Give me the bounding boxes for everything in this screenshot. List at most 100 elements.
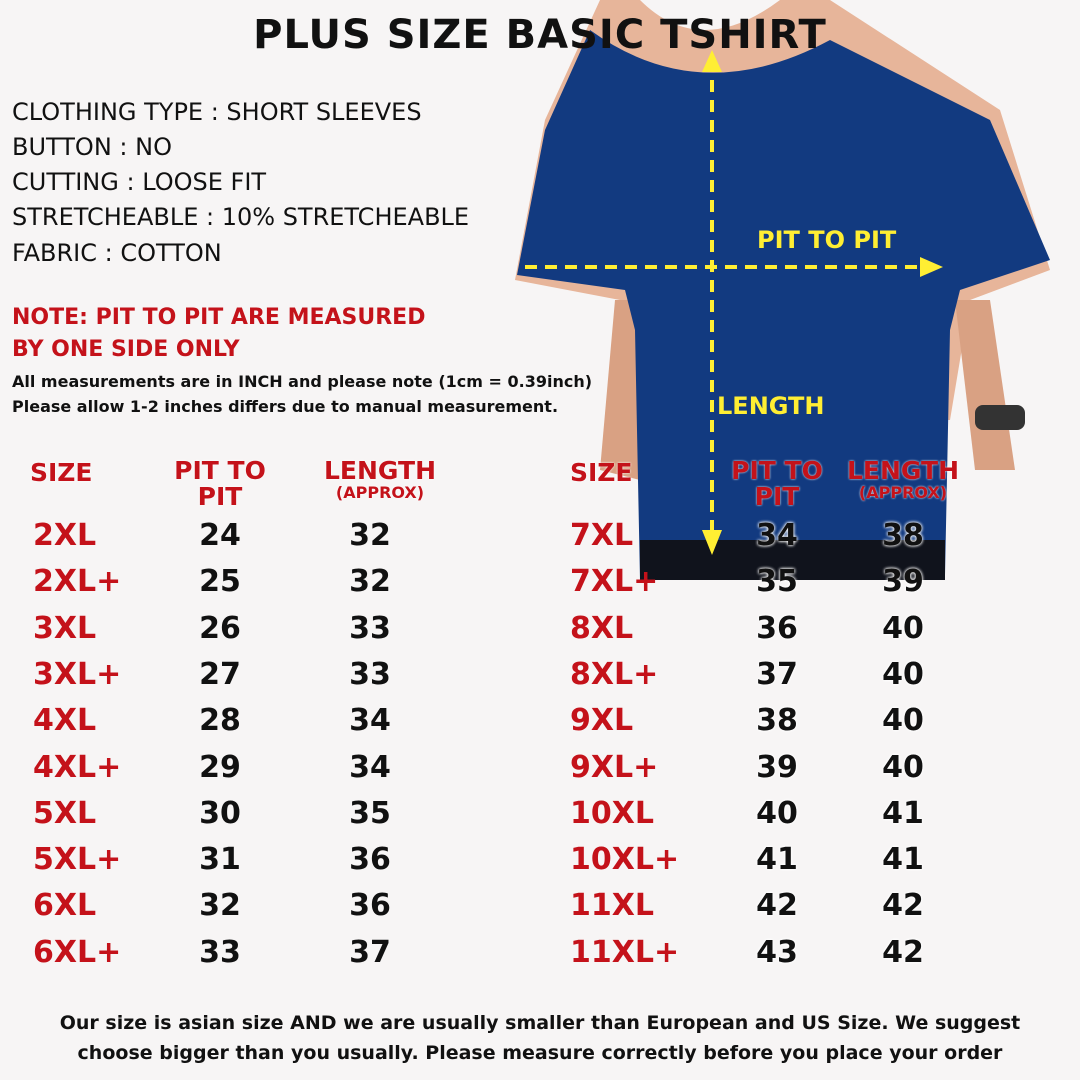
header-pit-right: PIT TO PIT [717, 458, 837, 510]
length-value: 36 [349, 842, 391, 878]
pit-value: 33 [199, 934, 241, 970]
header-length-text: LENGTH [324, 456, 436, 485]
size-label: 7XL+ [570, 564, 659, 600]
size-row: 10XL+ 41 41 [0, 842, 1080, 882]
size-label: 9XL+ [570, 749, 659, 785]
size-row: 6XL 32 36 [0, 888, 1080, 928]
size-label: 3XL+ [33, 656, 122, 692]
size-row: 10XL 40 41 [0, 796, 1080, 836]
size-label: 4XL+ [33, 749, 122, 785]
size-label: 2XL+ [33, 564, 122, 600]
header-pit-text: PIT TO [174, 456, 266, 485]
size-row: 6XL+ 33 37 [0, 935, 1080, 975]
pit-value: 24 [199, 518, 241, 553]
header-approx-text: (APPROX) [335, 483, 425, 502]
size-row: 8XL+ 37 40 [0, 657, 1080, 697]
spec-button: BUTTON : NO [12, 133, 172, 161]
length-value: 40 [882, 656, 924, 692]
length-value: 36 [349, 888, 391, 924]
pit-to-pit-label: PIT TO PIT [757, 226, 897, 254]
pit-value: 29 [199, 749, 241, 785]
length-value: 32 [349, 564, 391, 600]
length-value: 40 [882, 703, 924, 739]
header-pit-text: PIT TO [731, 456, 823, 485]
length-value: 38 [882, 518, 924, 553]
size-row: 5XL 30 35 [0, 796, 1080, 836]
pit-arrowhead-icon [920, 257, 943, 277]
pit-value: 32 [199, 888, 241, 924]
size-label: 6XL [33, 888, 97, 924]
size-label: 4XL [33, 703, 97, 739]
length-value: 37 [349, 934, 391, 970]
header-pit-left: PIT TO PIT [160, 458, 280, 510]
size-row: 11XL+ 43 42 [0, 935, 1080, 975]
size-label: 10XL [570, 795, 654, 831]
size-row: 7XL 34 38 [0, 518, 1080, 558]
length-value: 39 [882, 564, 924, 600]
size-row: 3XL 26 33 [0, 611, 1080, 651]
pit-value: 35 [756, 564, 798, 600]
pit-value: 28 [199, 703, 241, 739]
length-label: LENGTH [717, 392, 825, 420]
header-pit-text-2: PIT [754, 482, 800, 511]
note-line-1: NOTE: PIT TO PIT ARE MEASURED [12, 305, 426, 330]
length-value: 40 [882, 610, 924, 646]
pit-value: 31 [199, 842, 241, 878]
size-label: 8XL [570, 610, 634, 646]
header-approx-text: (APPROX) [858, 483, 948, 502]
pit-value: 36 [756, 610, 798, 646]
length-value: 35 [349, 795, 391, 831]
length-value: 40 [882, 749, 924, 785]
pit-value: 37 [756, 656, 798, 692]
footer-note: Our size is asian size AND we are usuall… [0, 1008, 1080, 1068]
size-row: 2XL+ 25 32 [0, 564, 1080, 604]
size-row: 7XL+ 35 39 [0, 564, 1080, 604]
length-value: 42 [882, 888, 924, 924]
size-label: 11XL+ [570, 934, 680, 970]
info-line-1: All measurements are in INCH and please … [12, 372, 593, 391]
pit-value: 41 [756, 842, 798, 878]
size-label: 9XL [570, 703, 634, 739]
size-row: 4XL+ 29 34 [0, 750, 1080, 790]
pit-value: 39 [756, 749, 798, 785]
header-size-left: SIZE [30, 458, 93, 487]
size-row: 9XL+ 39 40 [0, 750, 1080, 790]
header-length-text: LENGTH [847, 456, 959, 485]
pit-value: 25 [199, 564, 241, 600]
size-row: 3XL+ 27 33 [0, 657, 1080, 697]
header-length-left: LENGTH (APPROX) [310, 458, 450, 502]
pit-value: 42 [756, 888, 798, 924]
pit-value: 34 [756, 518, 798, 553]
info-line-2: Please allow 1-2 inches differs due to m… [12, 397, 559, 416]
length-value: 33 [349, 610, 391, 646]
size-row: 11XL 42 42 [0, 888, 1080, 928]
length-value: 34 [349, 749, 391, 785]
header-length-right: LENGTH (APPROX) [833, 458, 973, 502]
pit-value: 43 [756, 934, 798, 970]
spec-stretch: STRETCHEABLE : 10% STRETCHEABLE [12, 203, 470, 231]
size-row: 8XL 36 40 [0, 611, 1080, 651]
size-label: 5XL [33, 795, 97, 831]
footer-line-2: choose bigger than you usually. Please m… [77, 1042, 1003, 1064]
spec-fabric: FABRIC : COTTON [12, 239, 222, 267]
pit-value: 38 [756, 703, 798, 739]
length-value: 34 [349, 703, 391, 739]
size-label: 3XL [33, 610, 97, 646]
page-title: PLUS SIZE BASIC TSHIRT [253, 12, 827, 58]
size-label: 5XL+ [33, 842, 122, 878]
size-row: 5XL+ 31 36 [0, 842, 1080, 882]
length-value: 33 [349, 656, 391, 692]
size-label: 2XL [33, 518, 97, 553]
spec-cutting: CUTTING : LOOSE FIT [12, 168, 267, 196]
size-label: 7XL [570, 518, 634, 553]
note-line-2: BY ONE SIDE ONLY [12, 337, 240, 362]
size-label: 6XL+ [33, 934, 122, 970]
footer-line-1: Our size is asian size AND we are usuall… [59, 1012, 1021, 1034]
size-label: 11XL [570, 888, 654, 924]
length-value: 41 [882, 842, 924, 878]
spec-clothing-type: CLOTHING TYPE : SHORT SLEEVES [12, 98, 422, 126]
pit-value: 30 [199, 795, 241, 831]
header-pit-text-2: PIT [197, 482, 243, 511]
length-value: 32 [349, 518, 391, 553]
